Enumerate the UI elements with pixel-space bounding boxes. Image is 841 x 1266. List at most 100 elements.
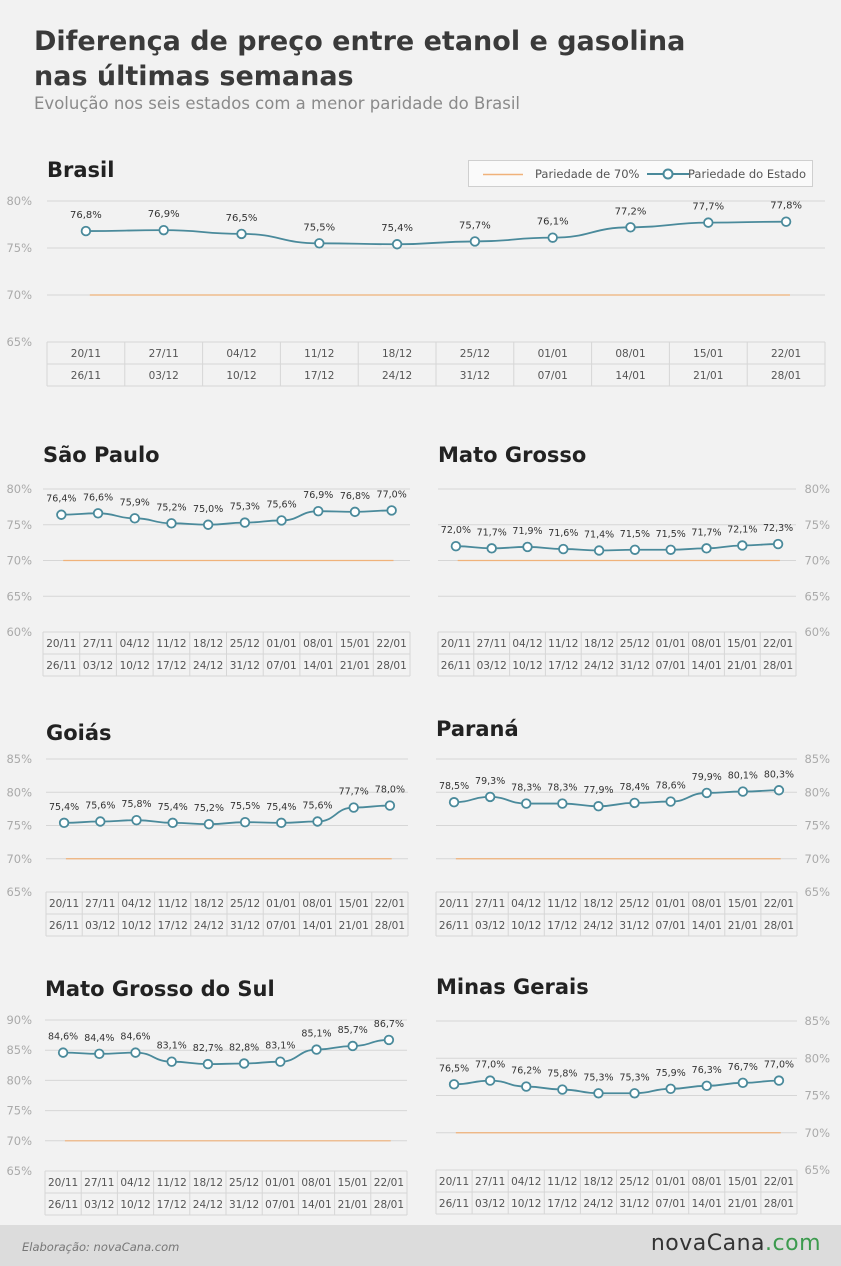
data-label: 86,7% xyxy=(374,1019,404,1030)
data-label: 78,4% xyxy=(619,782,649,793)
data-label: 75,3% xyxy=(230,502,260,513)
data-point xyxy=(239,816,251,828)
y-tick-label: 65% xyxy=(6,589,32,603)
data-label: 78,3% xyxy=(511,783,541,794)
x-tick-label-start: 20/11 xyxy=(49,898,79,910)
x-tick-label-end: 21/01 xyxy=(728,1198,758,1210)
data-point xyxy=(57,1047,69,1058)
data-point xyxy=(558,543,569,555)
data-label: 76,1% xyxy=(537,217,569,228)
data-label: 75,4% xyxy=(49,802,79,813)
x-tick-label-end: 17/12 xyxy=(157,1199,187,1211)
data-point xyxy=(522,541,533,553)
x-tick-label-end: 26/11 xyxy=(441,660,471,672)
x-tick-label-end: 26/11 xyxy=(439,920,469,932)
y-tick-label: 60% xyxy=(6,625,32,639)
data-point xyxy=(773,1075,785,1086)
data-point xyxy=(276,817,287,829)
logo-suffix: .com xyxy=(765,1231,821,1256)
data-point xyxy=(629,1088,640,1099)
data-label: 78,0% xyxy=(375,785,405,796)
data-point xyxy=(386,505,397,516)
y-tick-label: 80% xyxy=(6,194,32,208)
x-tick-label-end: 03/12 xyxy=(149,370,179,382)
y-tick-label: 70% xyxy=(804,554,830,568)
x-tick-label-start: 22/01 xyxy=(374,1177,404,1189)
data-point xyxy=(92,508,104,519)
legend-reference-label: Pariedade de 70% xyxy=(535,167,640,181)
data-point xyxy=(58,817,70,829)
x-tick-label-end: 17/12 xyxy=(547,920,577,932)
data-label: 75,5% xyxy=(303,222,335,233)
x-tick-label-end: 10/12 xyxy=(511,920,541,932)
x-tick-label-start: 27/11 xyxy=(85,898,115,910)
data-point xyxy=(313,505,324,517)
data-point xyxy=(593,801,604,812)
data-label: 83,1% xyxy=(157,1041,187,1052)
x-tick-label-end: 31/12 xyxy=(230,920,260,932)
x-tick-label-end: 21/01 xyxy=(727,660,757,672)
data-point xyxy=(557,1084,568,1095)
data-label: 85,1% xyxy=(301,1029,331,1040)
data-label: 77,0% xyxy=(764,1060,794,1071)
y-tick-label: 75% xyxy=(6,1104,32,1118)
x-tick-label-start: 04/12 xyxy=(511,898,541,910)
x-tick-label-end: 21/01 xyxy=(338,1199,368,1211)
data-point xyxy=(629,544,641,555)
x-tick-label-start: 04/12 xyxy=(226,348,256,360)
x-tick-label-end: 17/12 xyxy=(158,920,188,932)
x-tick-label-end: 14/01 xyxy=(303,660,333,672)
data-point xyxy=(448,1079,460,1090)
x-tick-label-end: 31/12 xyxy=(230,660,260,672)
data-label: 83,1% xyxy=(265,1041,295,1052)
data-label: 76,6% xyxy=(83,492,113,503)
y-tick-label: 85% xyxy=(6,1043,32,1057)
x-tick-label-start: 18/12 xyxy=(193,638,223,650)
data-label: 77,7% xyxy=(339,787,369,798)
x-tick-label-end: 10/12 xyxy=(121,920,151,932)
x-tick-label-start: 22/01 xyxy=(763,638,793,650)
y-tick-label: 65% xyxy=(804,1163,830,1177)
x-tick-label-start: 11/12 xyxy=(547,1176,577,1188)
x-tick-label-end: 03/12 xyxy=(475,1198,505,1210)
data-label: 75,6% xyxy=(266,499,296,510)
x-tick-label-start: 08/01 xyxy=(303,638,333,650)
series-line xyxy=(455,543,779,552)
data-label: 75,5% xyxy=(230,801,260,812)
x-tick-label-end: 14/01 xyxy=(692,1198,722,1210)
data-label: 71,7% xyxy=(691,527,721,538)
brand-logo: novaCana.com xyxy=(651,1231,821,1256)
x-tick-label-start: 15/01 xyxy=(340,638,370,650)
x-tick-label-end: 03/12 xyxy=(85,920,115,932)
x-tick-label-start: 08/01 xyxy=(302,898,332,910)
data-label: 84,4% xyxy=(84,1033,114,1044)
data-point xyxy=(665,544,676,555)
data-point xyxy=(773,785,785,796)
x-tick-label-end: 28/01 xyxy=(377,660,407,672)
x-tick-label-start: 11/12 xyxy=(157,1177,187,1189)
x-tick-label-start: 11/12 xyxy=(156,638,186,650)
data-point xyxy=(780,216,792,227)
x-tick-label-start: 27/11 xyxy=(475,898,505,910)
x-tick-label-start: 22/01 xyxy=(377,638,407,650)
data-label: 71,5% xyxy=(656,529,686,540)
y-tick-label: 85% xyxy=(6,752,32,766)
data-label: 75,0% xyxy=(193,504,223,515)
y-tick-label: 85% xyxy=(804,752,830,766)
y-tick-label: 60% xyxy=(804,625,830,639)
x-tick-label-end: 26/11 xyxy=(49,920,79,932)
data-point xyxy=(593,545,605,556)
series-line xyxy=(64,804,390,826)
data-label: 76,8% xyxy=(340,491,370,502)
data-point xyxy=(130,1047,141,1058)
data-point xyxy=(469,236,481,247)
data-label: 72,1% xyxy=(727,524,757,535)
x-tick-label-end: 24/12 xyxy=(583,1198,613,1210)
data-point xyxy=(384,800,396,811)
data-point xyxy=(80,225,92,237)
y-tick-label: 75% xyxy=(6,241,32,255)
x-tick-label-end: 14/01 xyxy=(301,1199,331,1211)
data-label: 71,5% xyxy=(620,529,650,540)
